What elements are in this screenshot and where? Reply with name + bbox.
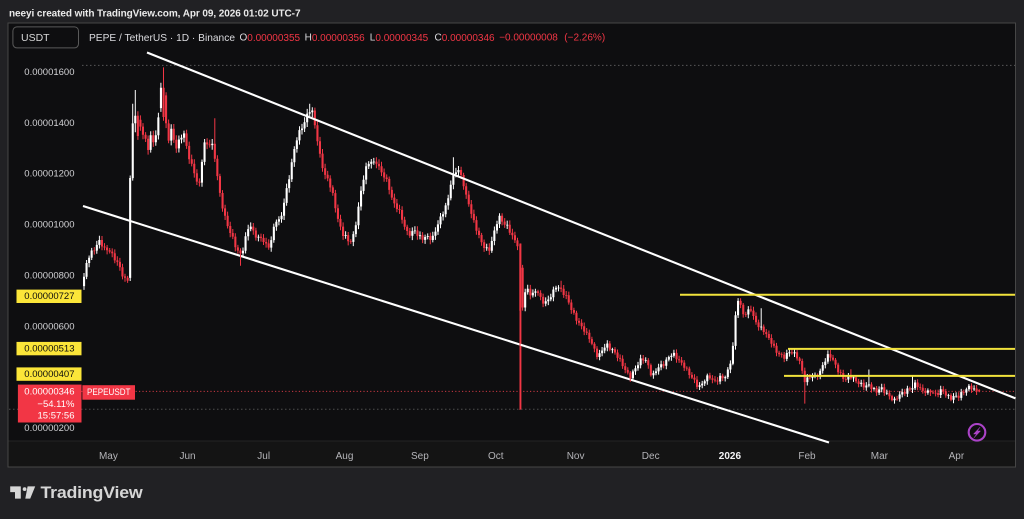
svg-text:PEPEUSDT: PEPEUSDT <box>87 387 131 398</box>
svg-text:(−2.26%): (−2.26%) <box>564 32 605 43</box>
svg-text:−0.00000008: −0.00000008 <box>499 32 558 43</box>
svg-text:0.00001200: 0.00001200 <box>24 169 74 180</box>
svg-text:Apr: Apr <box>949 451 965 462</box>
svg-text:0.00000346: 0.00000346 <box>24 387 74 398</box>
svg-text:Aug: Aug <box>336 451 354 462</box>
svg-text:0.00000600: 0.00000600 <box>24 321 74 332</box>
svg-text:Nov: Nov <box>567 451 585 462</box>
svg-text:Jun: Jun <box>179 451 195 462</box>
svg-text:0.00000407: 0.00000407 <box>24 369 74 380</box>
svg-text:Feb: Feb <box>798 451 816 462</box>
svg-text:Dec: Dec <box>642 451 660 462</box>
svg-text:Sep: Sep <box>411 451 429 462</box>
svg-text:0.00000800: 0.00000800 <box>24 271 74 282</box>
svg-text:0.00000727: 0.00000727 <box>24 291 74 302</box>
svg-text:Jul: Jul <box>257 451 270 462</box>
svg-text:C0.00000346: C0.00000346 <box>435 32 496 43</box>
svg-text:15:57:56: 15:57:56 <box>38 411 75 422</box>
svg-text:L0.00000345: L0.00000345 <box>370 32 429 43</box>
svg-text:Mar: Mar <box>871 451 889 462</box>
svg-text:Oct: Oct <box>488 451 504 462</box>
svg-text:0.00001400: 0.00001400 <box>24 118 74 129</box>
svg-text:May: May <box>99 451 118 462</box>
svg-text:USDT: USDT <box>21 32 50 44</box>
svg-text:TradingView: TradingView <box>41 484 143 502</box>
svg-text:−54.11%: −54.11% <box>37 399 75 410</box>
svg-text:PEPE / TetherUS · 1D · Binance: PEPE / TetherUS · 1D · Binance <box>89 32 235 44</box>
svg-text:2026: 2026 <box>719 451 742 462</box>
svg-text:neeyi created with TradingView: neeyi created with TradingView.com, Apr … <box>9 9 301 20</box>
svg-text:0.00001600: 0.00001600 <box>24 67 74 78</box>
svg-text:0.00001000: 0.00001000 <box>24 220 74 231</box>
svg-text:0.00000513: 0.00000513 <box>24 344 74 355</box>
svg-text:O0.00000355: O0.00000355 <box>240 32 301 43</box>
svg-text:0.00000200: 0.00000200 <box>24 423 74 434</box>
svg-text:H0.00000356: H0.00000356 <box>305 32 366 43</box>
